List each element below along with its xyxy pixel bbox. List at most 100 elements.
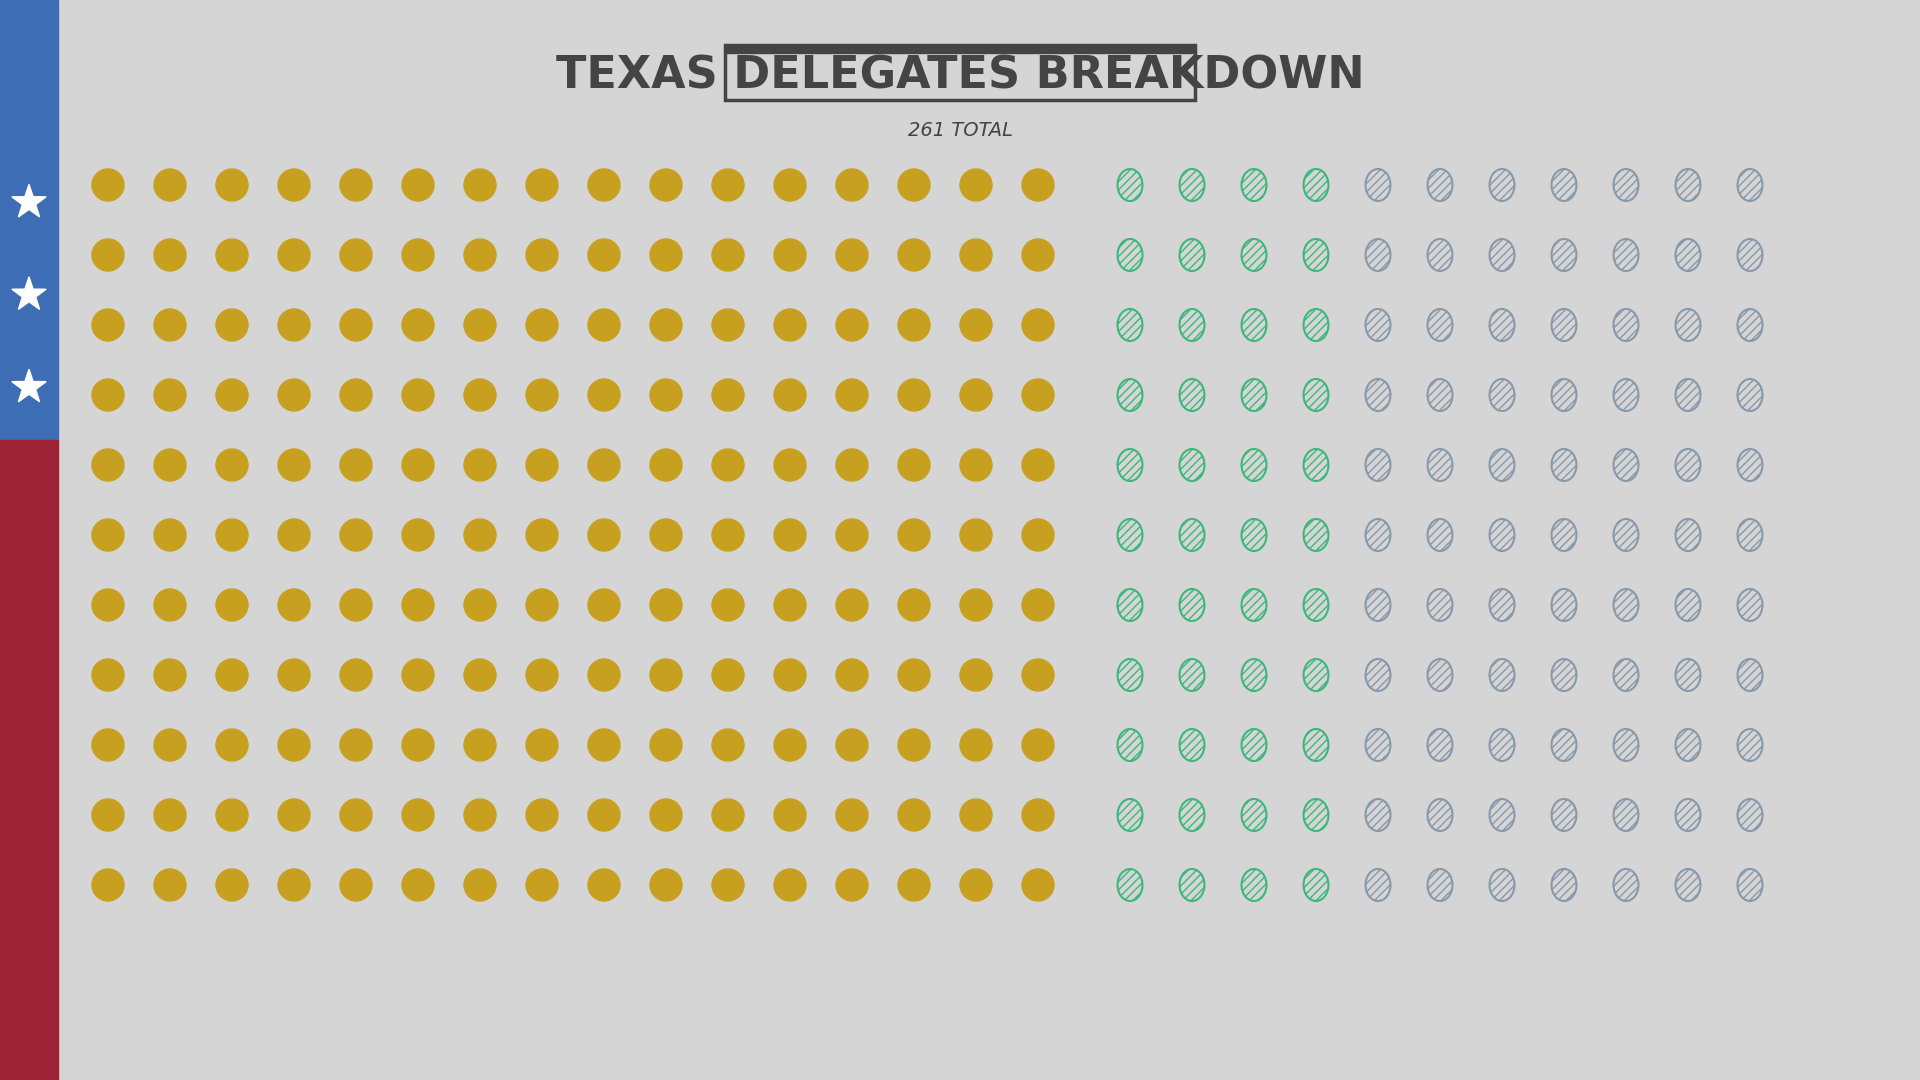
Circle shape bbox=[899, 449, 929, 481]
Text: TEXAS DELEGATES BREAKDOWN: TEXAS DELEGATES BREAKDOWN bbox=[555, 54, 1365, 97]
Ellipse shape bbox=[1179, 729, 1204, 761]
Ellipse shape bbox=[1117, 239, 1142, 271]
Circle shape bbox=[960, 799, 993, 831]
Circle shape bbox=[154, 168, 186, 201]
Circle shape bbox=[340, 519, 372, 551]
Circle shape bbox=[92, 729, 125, 761]
Polygon shape bbox=[12, 185, 46, 217]
Circle shape bbox=[774, 659, 806, 691]
Ellipse shape bbox=[1179, 589, 1204, 621]
Ellipse shape bbox=[1676, 589, 1701, 621]
Circle shape bbox=[215, 589, 248, 621]
Ellipse shape bbox=[1551, 309, 1576, 341]
Ellipse shape bbox=[1551, 168, 1576, 201]
Circle shape bbox=[465, 799, 495, 831]
Ellipse shape bbox=[1365, 309, 1390, 341]
Circle shape bbox=[465, 589, 495, 621]
Circle shape bbox=[774, 309, 806, 341]
Circle shape bbox=[960, 659, 993, 691]
Ellipse shape bbox=[1490, 659, 1515, 691]
Circle shape bbox=[651, 869, 682, 901]
Ellipse shape bbox=[1427, 309, 1452, 341]
Ellipse shape bbox=[1242, 799, 1267, 831]
Circle shape bbox=[1021, 799, 1054, 831]
Ellipse shape bbox=[1613, 239, 1638, 271]
Circle shape bbox=[774, 239, 806, 271]
Circle shape bbox=[712, 309, 745, 341]
Circle shape bbox=[651, 729, 682, 761]
Circle shape bbox=[526, 379, 559, 411]
Circle shape bbox=[712, 519, 745, 551]
Circle shape bbox=[588, 799, 620, 831]
Circle shape bbox=[526, 869, 559, 901]
Ellipse shape bbox=[1117, 869, 1142, 901]
Ellipse shape bbox=[1179, 519, 1204, 551]
Ellipse shape bbox=[1179, 869, 1204, 901]
Circle shape bbox=[712, 729, 745, 761]
Ellipse shape bbox=[1242, 168, 1267, 201]
Ellipse shape bbox=[1365, 379, 1390, 411]
Ellipse shape bbox=[1490, 379, 1515, 411]
Ellipse shape bbox=[1613, 309, 1638, 341]
Ellipse shape bbox=[1738, 309, 1763, 341]
Circle shape bbox=[960, 239, 993, 271]
Circle shape bbox=[651, 519, 682, 551]
Circle shape bbox=[526, 309, 559, 341]
Circle shape bbox=[92, 309, 125, 341]
Circle shape bbox=[899, 729, 929, 761]
Polygon shape bbox=[12, 369, 46, 402]
Ellipse shape bbox=[1551, 379, 1576, 411]
Bar bbox=[0, 440, 58, 1080]
Circle shape bbox=[92, 589, 125, 621]
Ellipse shape bbox=[1551, 869, 1576, 901]
Circle shape bbox=[1021, 869, 1054, 901]
Circle shape bbox=[278, 379, 309, 411]
Circle shape bbox=[154, 449, 186, 481]
Circle shape bbox=[712, 449, 745, 481]
Circle shape bbox=[774, 519, 806, 551]
Circle shape bbox=[215, 729, 248, 761]
Circle shape bbox=[154, 729, 186, 761]
Ellipse shape bbox=[1738, 449, 1763, 481]
Circle shape bbox=[588, 589, 620, 621]
Ellipse shape bbox=[1365, 869, 1390, 901]
Circle shape bbox=[774, 449, 806, 481]
Ellipse shape bbox=[1242, 589, 1267, 621]
Circle shape bbox=[278, 729, 309, 761]
Circle shape bbox=[278, 869, 309, 901]
Ellipse shape bbox=[1179, 168, 1204, 201]
Ellipse shape bbox=[1738, 659, 1763, 691]
Ellipse shape bbox=[1365, 519, 1390, 551]
Ellipse shape bbox=[1490, 589, 1515, 621]
Circle shape bbox=[651, 168, 682, 201]
Ellipse shape bbox=[1676, 449, 1701, 481]
Circle shape bbox=[278, 659, 309, 691]
Ellipse shape bbox=[1676, 799, 1701, 831]
Circle shape bbox=[712, 659, 745, 691]
Ellipse shape bbox=[1427, 519, 1452, 551]
Ellipse shape bbox=[1117, 659, 1142, 691]
Circle shape bbox=[401, 799, 434, 831]
Polygon shape bbox=[12, 276, 46, 309]
Circle shape bbox=[215, 309, 248, 341]
Circle shape bbox=[712, 239, 745, 271]
Circle shape bbox=[588, 379, 620, 411]
Circle shape bbox=[154, 799, 186, 831]
Ellipse shape bbox=[1427, 239, 1452, 271]
Ellipse shape bbox=[1490, 799, 1515, 831]
Ellipse shape bbox=[1427, 659, 1452, 691]
Circle shape bbox=[401, 168, 434, 201]
Circle shape bbox=[899, 589, 929, 621]
Circle shape bbox=[1021, 239, 1054, 271]
Circle shape bbox=[401, 869, 434, 901]
Ellipse shape bbox=[1676, 168, 1701, 201]
Ellipse shape bbox=[1551, 729, 1576, 761]
Ellipse shape bbox=[1613, 168, 1638, 201]
Circle shape bbox=[835, 799, 868, 831]
Circle shape bbox=[278, 449, 309, 481]
Circle shape bbox=[92, 799, 125, 831]
Ellipse shape bbox=[1179, 799, 1204, 831]
Ellipse shape bbox=[1613, 799, 1638, 831]
Circle shape bbox=[1021, 729, 1054, 761]
Circle shape bbox=[651, 659, 682, 691]
